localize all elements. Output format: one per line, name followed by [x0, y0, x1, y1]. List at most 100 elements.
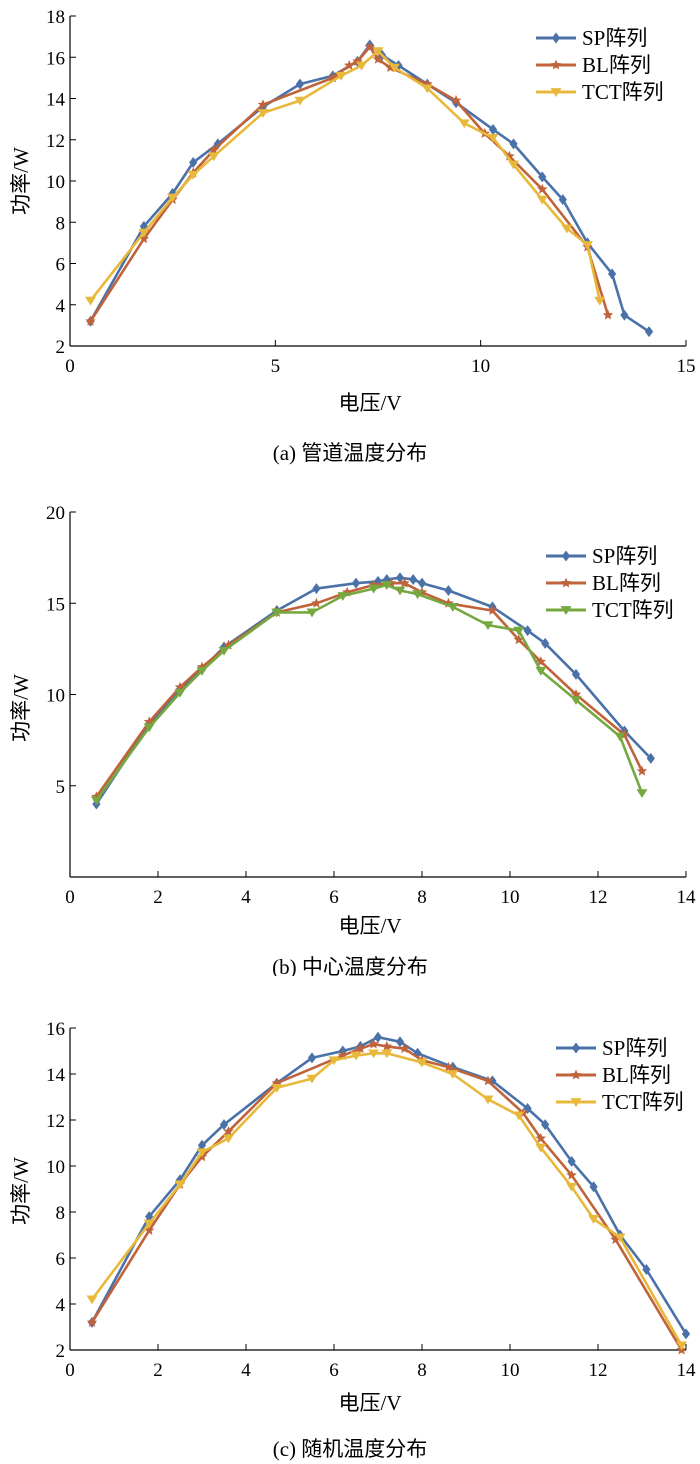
y-tick-label: 18: [46, 7, 65, 28]
data-point: [488, 1075, 497, 1087]
data-point: [487, 133, 499, 143]
data-point: [458, 119, 470, 129]
data-point: [620, 309, 629, 321]
data-point: [271, 1083, 283, 1093]
data-point: [189, 156, 198, 168]
x-tick-label: 12: [589, 1360, 608, 1381]
legend-entry-label: SP阵列: [582, 26, 647, 50]
y-tick-label: 6: [56, 255, 66, 276]
data-point: [90, 796, 102, 806]
data-point: [257, 99, 269, 110]
legend: SP阵列 BL阵列 TCT阵列: [556, 1036, 684, 1114]
x-tick-label: 0: [65, 1360, 75, 1381]
legend-swatch-marker: [570, 1098, 582, 1107]
data-point: [208, 144, 219, 155]
data-point: [388, 63, 400, 73]
data-point: [447, 603, 459, 612]
data-point: [536, 195, 548, 205]
data-point: [488, 123, 498, 135]
data-point: [364, 41, 376, 52]
data-point: [223, 1126, 234, 1136]
data-point: [174, 1180, 186, 1190]
data-point: [421, 84, 433, 94]
x-tick-label: 12: [589, 887, 608, 908]
data-point: [307, 1052, 317, 1064]
series-line: [90, 1052, 683, 1347]
y-tick-label: 20: [46, 503, 65, 524]
data-point: [86, 1316, 98, 1327]
series-2: [86, 1038, 687, 1355]
data-point: [344, 60, 355, 70]
legend-swatch-marker: [550, 88, 562, 97]
legend-entry-label: BL阵列: [582, 53, 651, 77]
data-point: [143, 1224, 155, 1235]
y-tick-label: 2: [56, 337, 66, 358]
data-point: [295, 78, 305, 90]
x-tick-label: 2: [153, 1360, 163, 1381]
data-point: [581, 241, 593, 250]
data-point: [409, 574, 418, 586]
x-tick-label: 6: [329, 1360, 339, 1381]
y-tick-label: 2: [56, 1341, 66, 1362]
x-tick-label: 10: [501, 887, 520, 908]
data-point: [306, 608, 318, 618]
data-point: [541, 1119, 550, 1131]
x-tick-label: 0: [65, 887, 75, 908]
legend-entry-label: BL阵列: [592, 571, 661, 595]
legend-entry-label: TCT阵列: [602, 1090, 684, 1114]
x-tick-label: 0: [65, 356, 75, 377]
data-point: [413, 1047, 422, 1059]
y-tick-label: 12: [46, 131, 65, 152]
data-point: [368, 1049, 380, 1059]
data-point: [541, 637, 550, 649]
y-tick-label: 4: [56, 1295, 66, 1316]
data-point: [610, 1234, 621, 1245]
data-point: [482, 1075, 494, 1086]
legend-entry-label: SP阵列: [592, 544, 657, 568]
data-point: [294, 96, 306, 106]
series-3: [90, 581, 648, 806]
y-tick-label: 14: [46, 1065, 66, 1086]
data-point: [335, 71, 347, 81]
data-point: [571, 668, 581, 680]
legend-entry-label: TCT阵列: [582, 80, 664, 104]
legend: SP阵列 BL阵列 TCT阵列: [536, 26, 664, 104]
data-point: [642, 1264, 651, 1275]
data-point: [607, 268, 617, 280]
legend-swatch-marker: [550, 59, 562, 70]
y-tick-label: 4: [56, 296, 66, 317]
y-tick-label: 15: [46, 594, 65, 615]
data-point: [513, 1111, 525, 1121]
x-tick-label: 10: [501, 1360, 520, 1381]
chart-panel-c: 0 2 4 6 8 10 12 14 2 4 6 8 10 12 14 16 电压/V 功率/W (c) 随机温度分…: [0, 976, 700, 1464]
x-tick-label: 14: [677, 887, 697, 908]
data-point: [636, 765, 648, 776]
data-point: [566, 1182, 578, 1192]
y-tick-label: 14: [46, 90, 66, 111]
legend-entry-label: BL阵列: [602, 1063, 671, 1087]
data-point: [535, 666, 547, 676]
y-axis-label: 功率/W: [9, 147, 33, 215]
data-point: [535, 1132, 547, 1143]
x-tick-label: 14: [677, 1360, 697, 1381]
y-tick-label: 12: [46, 1111, 65, 1132]
data-point: [372, 47, 384, 57]
y-tick-label: 8: [56, 213, 66, 234]
data-point: [381, 1040, 393, 1051]
chart-caption: (b) 中心温度分布: [272, 955, 428, 976]
x-axis-label: 电压/V: [339, 914, 402, 938]
data-point: [395, 1036, 405, 1048]
data-point: [337, 592, 349, 601]
data-point: [368, 584, 380, 594]
data-point: [443, 1061, 454, 1072]
legend-swatch-marker: [560, 606, 572, 615]
data-point: [567, 1155, 576, 1167]
data-point: [513, 626, 525, 636]
legend-swatch-marker: [560, 577, 572, 588]
data-point: [558, 194, 567, 206]
data-point: [399, 577, 410, 588]
data-point: [394, 586, 406, 596]
x-tick-label: 4: [241, 887, 251, 908]
series-2: [85, 41, 614, 326]
